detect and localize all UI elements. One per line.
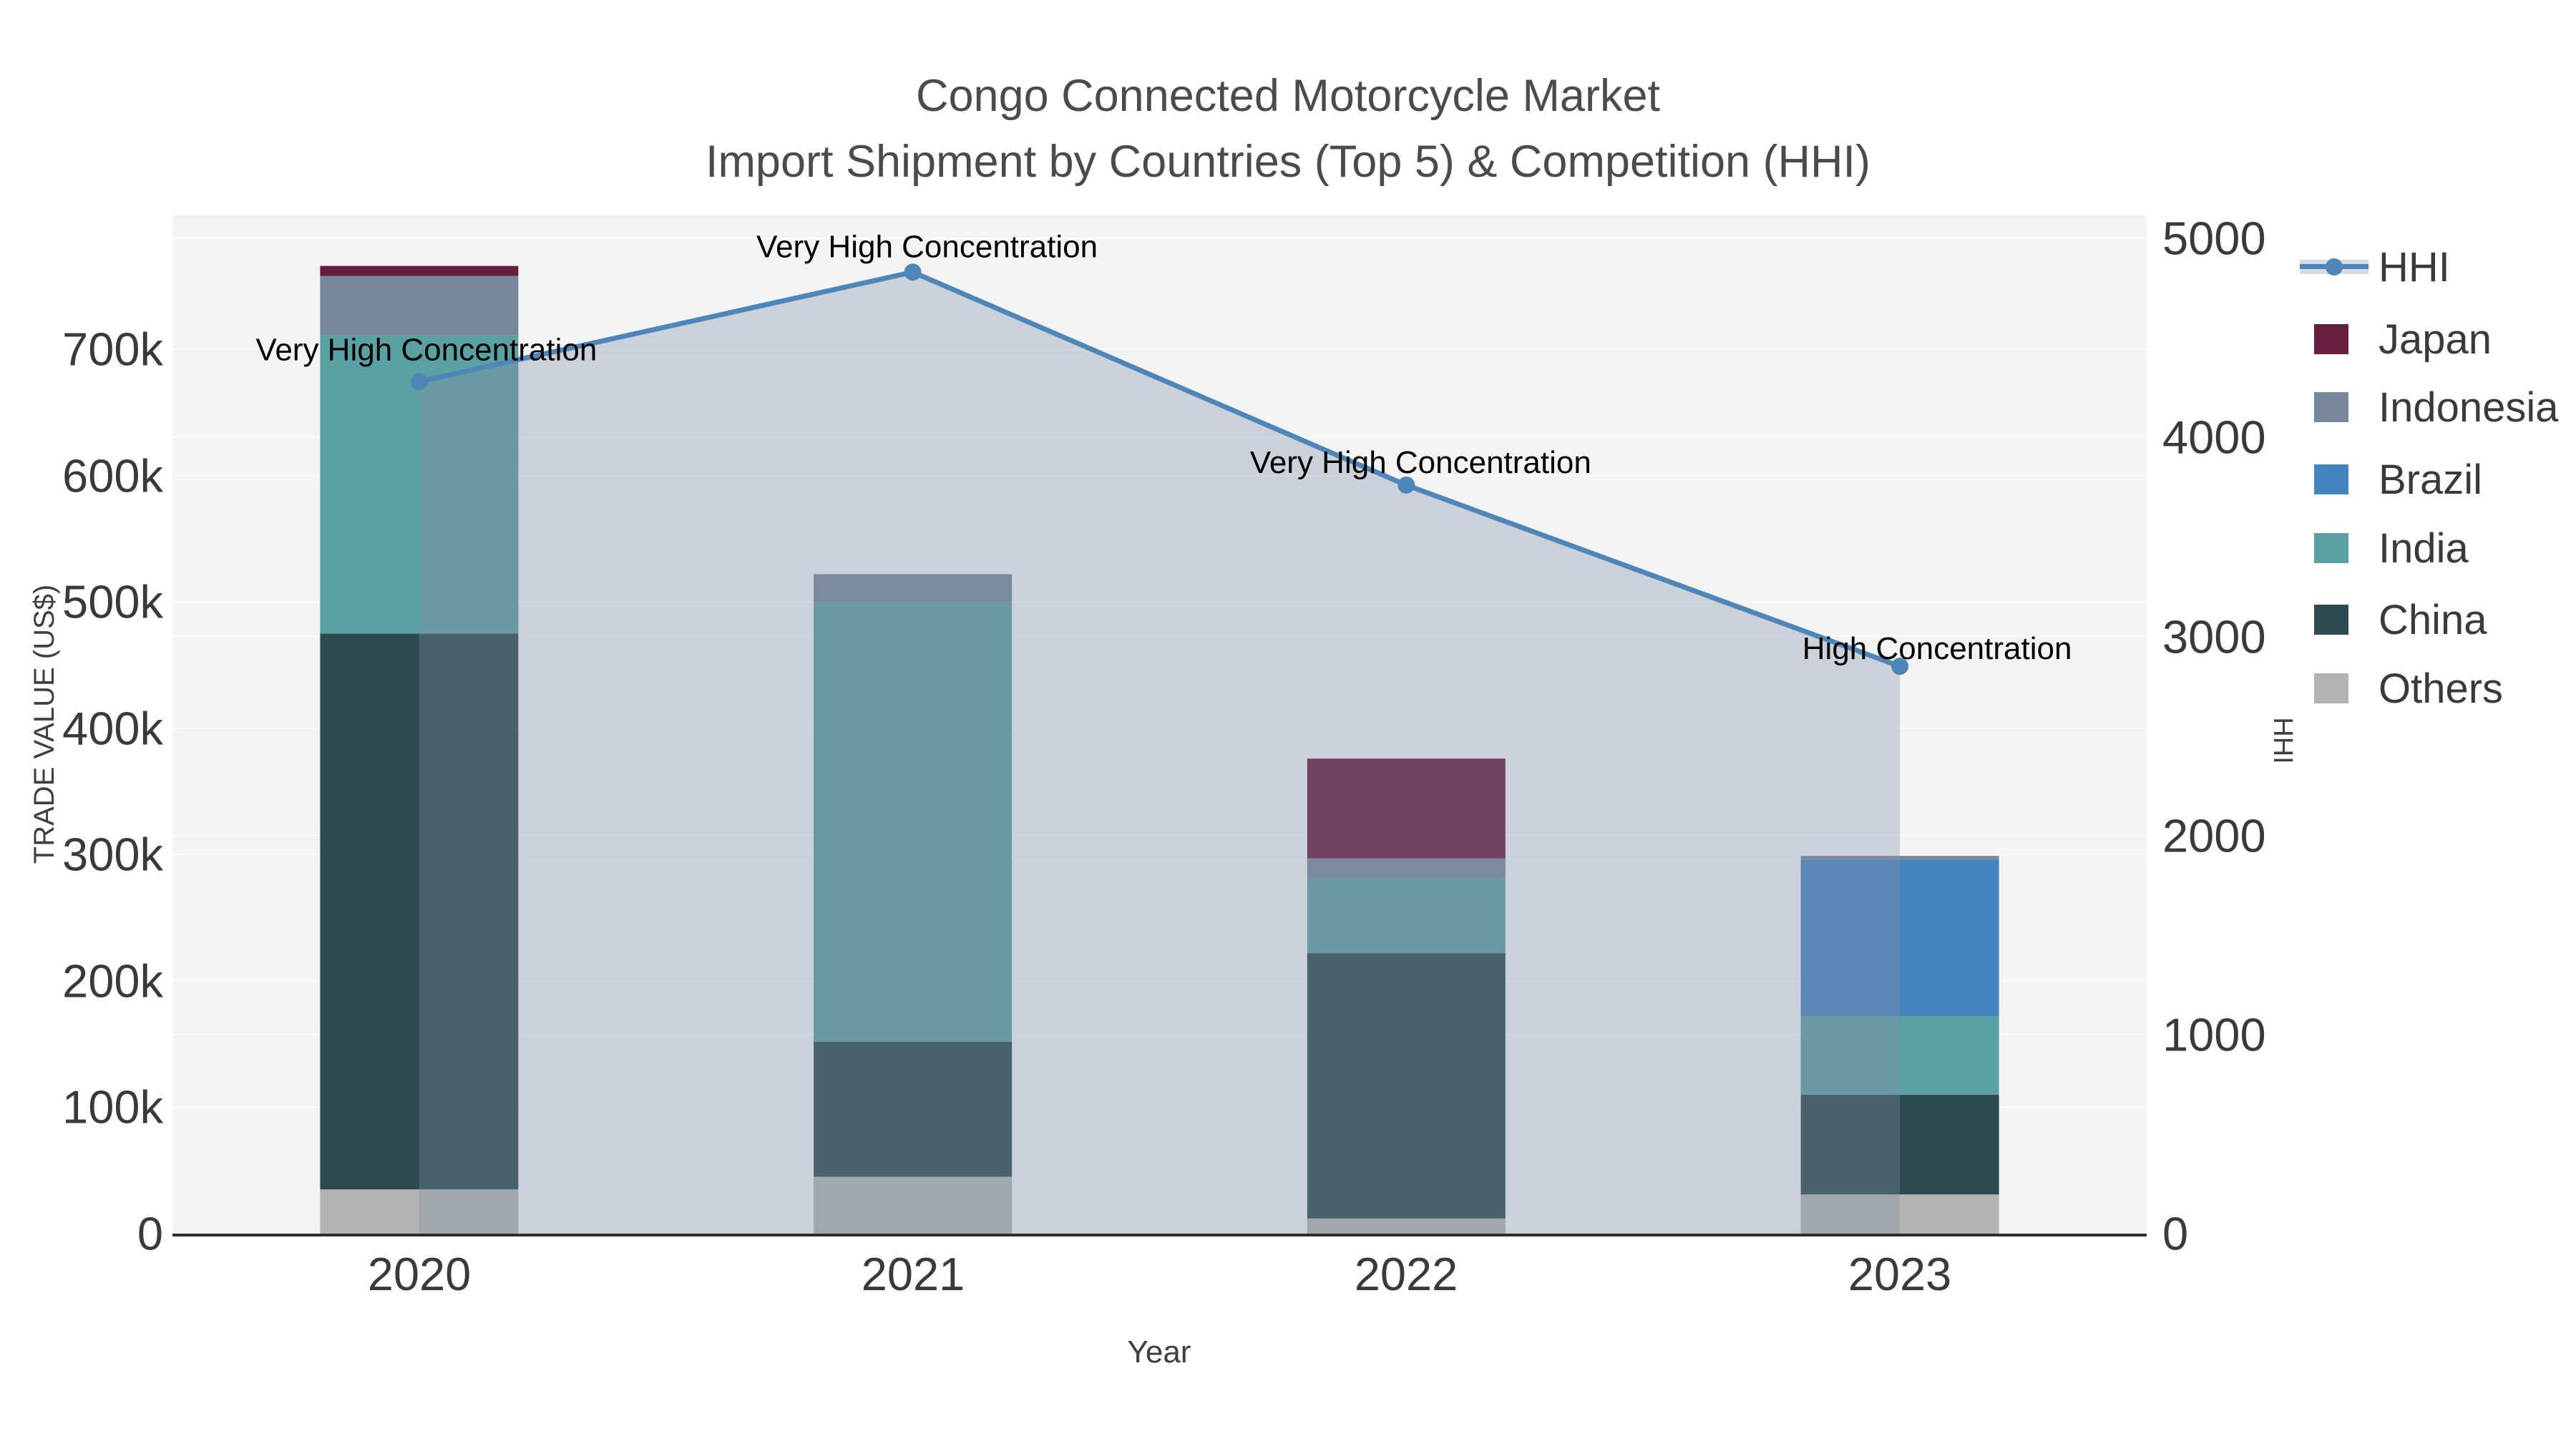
hhi-marker-icon — [2326, 258, 2343, 275]
hhi-annotation-2022: Very High Concentration — [1250, 445, 1591, 480]
x-tick-2021: 2021 — [861, 1248, 965, 1300]
hhi-marker-2020 — [410, 373, 428, 391]
legend-item-japan: Japan — [2300, 316, 2492, 363]
legend-item-hhi: HHI — [2300, 243, 2450, 291]
indonesia-color-swatch — [2314, 392, 2348, 422]
hhi-marker-2023 — [1891, 658, 1909, 675]
bar-segment-japan-2022 — [1307, 758, 1506, 859]
bar-segment-others-2021 — [814, 1176, 1013, 1234]
legend-item-india: India — [2300, 525, 2469, 572]
y-right-tick: 0 — [2162, 1207, 2189, 1260]
others-color-swatch — [2314, 673, 2348, 703]
y-left-tick: 400k — [62, 702, 163, 755]
legend-item-china: China — [2300, 597, 2487, 643]
bar-segment-india-2023 — [1800, 1016, 1999, 1095]
y-left-tick: 300k — [62, 828, 163, 881]
bar-segment-indonesia-2023 — [1800, 856, 1999, 860]
legend-label: India — [2379, 525, 2469, 572]
y-right-tick: 4000 — [2162, 411, 2266, 464]
bar-segment-brazil-2023 — [1800, 859, 1999, 1017]
legend-label: Indonesia — [2379, 384, 2559, 431]
y-right-tick: 1000 — [2162, 1008, 2266, 1061]
bar-segment-india-2021 — [814, 602, 1013, 1042]
x-tick-2023: 2023 — [1848, 1248, 1952, 1300]
legend-label: Japan — [2379, 316, 2492, 363]
bar-segment-india-2022 — [1307, 878, 1506, 954]
brazil-color-swatch — [2314, 464, 2348, 494]
hhi-marker-2022 — [1397, 476, 1415, 494]
bar-segment-japan-2020 — [320, 265, 519, 276]
x-tick-2020: 2020 — [367, 1248, 472, 1300]
x-tick-2022: 2022 — [1354, 1248, 1458, 1300]
y-left-tick: 0 — [137, 1207, 163, 1260]
x-axis-label: Year — [1127, 1335, 1191, 1370]
hhi-annotation-2020: Very High Concentration — [255, 332, 597, 367]
y-right-tick: 2000 — [2162, 809, 2266, 862]
y-left-tick: 700k — [62, 323, 163, 376]
legend-item-others: Others — [2300, 665, 2504, 712]
hhi-marker-2021 — [904, 263, 922, 281]
y-left-tick: 200k — [62, 955, 163, 1008]
japan-color-swatch — [2314, 324, 2348, 354]
bar-segment-china-2020 — [320, 633, 519, 1190]
legend-label: China — [2379, 596, 2487, 643]
hhi-legend-swatch — [2300, 244, 2368, 290]
bar-segment-others-2023 — [1800, 1194, 1999, 1234]
y-left-tick: 100k — [62, 1080, 163, 1133]
y-right-tick: 3000 — [2162, 610, 2266, 663]
legend-item-indonesia: Indonesia — [2300, 384, 2559, 431]
y-right-axis-label: HHI — [2268, 717, 2298, 764]
y-right-tick: 5000 — [2162, 212, 2266, 265]
legend-label: HHI — [2379, 243, 2450, 291]
y-left-tick: 500k — [62, 575, 163, 628]
legend-label: Brazil — [2379, 456, 2483, 503]
bar-segment-indonesia-2021 — [814, 574, 1013, 602]
hhi-area — [419, 272, 1901, 1234]
bar-segment-others-2022 — [1307, 1218, 1506, 1234]
legend-item-brazil: Brazil — [2300, 456, 2483, 503]
y-left-axis-label: TRADE VALUE (US$) — [29, 584, 60, 864]
bar-segment-indonesia-2020 — [320, 275, 519, 336]
bar-segment-china-2023 — [1800, 1094, 1999, 1195]
bar-segment-others-2020 — [320, 1189, 519, 1234]
chart-title-line1: Congo Connected Motorcycle Market — [916, 71, 1660, 121]
legend-label: Others — [2379, 665, 2504, 712]
india-color-swatch — [2314, 533, 2348, 563]
y-left-tick: 600k — [62, 449, 163, 502]
china-color-swatch — [2314, 605, 2348, 635]
hhi-annotation-2021: Very High Concentration — [756, 229, 1098, 264]
bar-segment-china-2022 — [1307, 953, 1506, 1219]
bar-segment-china-2021 — [814, 1041, 1013, 1177]
bar-segment-indonesia-2022 — [1307, 858, 1506, 879]
hhi-annotation-2023: High Concentration — [1802, 631, 2072, 666]
hhi-line — [419, 269, 1901, 669]
chart-title-line2: Import Shipment by Countries (Top 5) & C… — [705, 137, 1871, 187]
